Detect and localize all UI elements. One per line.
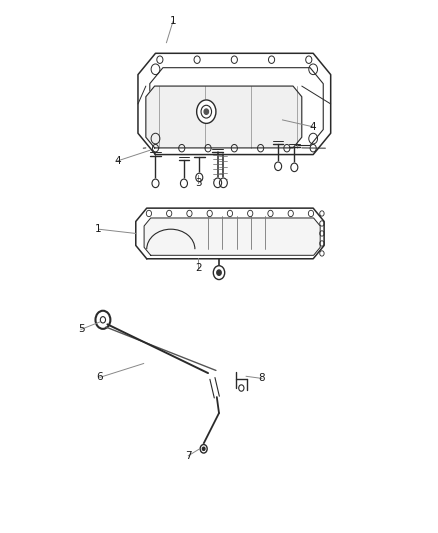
Text: 6: 6 <box>96 373 103 382</box>
Circle shape <box>217 270 221 275</box>
Circle shape <box>152 179 159 188</box>
Circle shape <box>197 100 216 123</box>
Text: 7: 7 <box>185 451 192 461</box>
Circle shape <box>196 173 203 182</box>
Circle shape <box>291 163 298 172</box>
Text: 8: 8 <box>258 374 265 383</box>
Circle shape <box>213 265 225 279</box>
Text: 5: 5 <box>78 325 85 334</box>
Polygon shape <box>138 53 331 155</box>
Circle shape <box>95 311 110 329</box>
Polygon shape <box>146 86 302 148</box>
Text: 1: 1 <box>95 224 102 234</box>
Text: 1: 1 <box>170 17 177 26</box>
Text: 4: 4 <box>310 122 317 132</box>
Circle shape <box>219 178 227 188</box>
Circle shape <box>200 445 207 453</box>
Text: 3: 3 <box>195 179 202 188</box>
Polygon shape <box>136 208 324 259</box>
Text: 2: 2 <box>195 263 202 273</box>
Circle shape <box>202 447 205 450</box>
Circle shape <box>214 178 222 188</box>
Circle shape <box>180 179 187 188</box>
Circle shape <box>204 109 208 115</box>
Text: 4: 4 <box>114 156 121 166</box>
Circle shape <box>275 162 282 171</box>
Polygon shape <box>144 218 320 255</box>
